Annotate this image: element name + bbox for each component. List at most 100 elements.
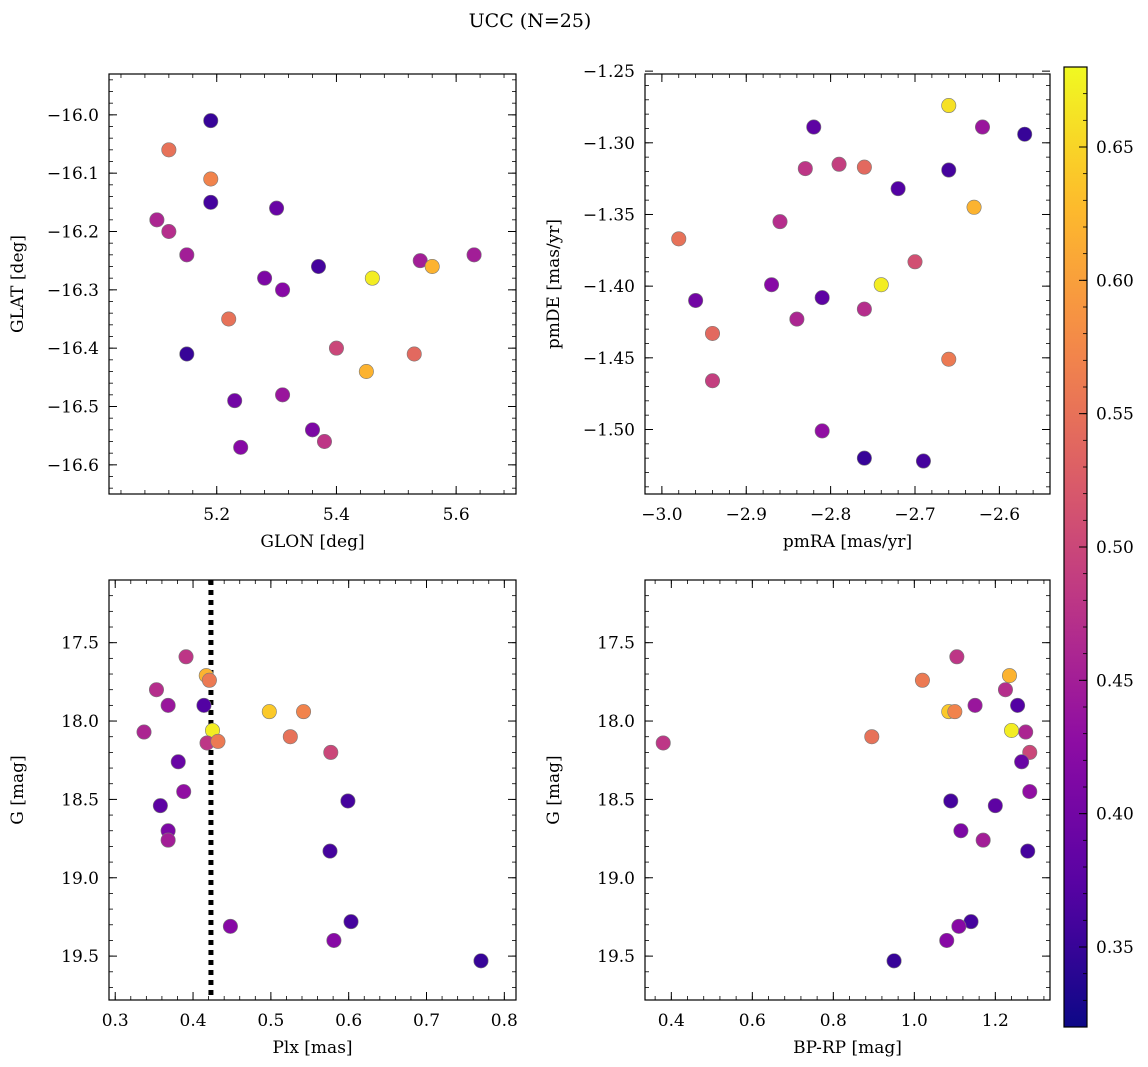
- panel-plx-g: 0.3 0.4 0.5 0.6 0.7 0.8 17.5 18.0 18.5 19.0 19.5 Pl…: [8, 579, 518, 1058]
- y-tick-label: 19.0: [61, 869, 99, 889]
- data-point: [806, 119, 822, 135]
- x-axis-label: BP-RP [mag]: [793, 1038, 902, 1058]
- data-point: [764, 277, 780, 293]
- data-point: [856, 450, 872, 466]
- data-point: [275, 387, 291, 403]
- data-point: [261, 704, 277, 720]
- data-point: [974, 119, 990, 135]
- data-point: [424, 258, 440, 274]
- data-point: [1018, 724, 1034, 740]
- data-point: [1001, 668, 1017, 684]
- data-point: [967, 697, 983, 713]
- data-point: [966, 199, 982, 215]
- data-point: [203, 171, 219, 187]
- data-point: [997, 682, 1013, 698]
- y-tick-label: 18.5: [61, 790, 99, 810]
- data-point: [772, 214, 788, 230]
- x-tick-label: 0.6: [335, 1011, 362, 1031]
- y-tick-label: −16.5: [47, 398, 99, 418]
- data-point: [1022, 784, 1038, 800]
- data-point: [221, 311, 237, 327]
- data-point: [210, 733, 226, 749]
- y-tick-label: 17.5: [61, 634, 99, 654]
- data-point: [873, 277, 889, 293]
- data-point: [856, 301, 872, 317]
- points: [655, 649, 1038, 969]
- data-point: [1017, 126, 1033, 142]
- data-point: [473, 953, 489, 969]
- x-tick-label: 0.4: [658, 1011, 685, 1031]
- data-point: [227, 393, 243, 409]
- data-point: [831, 156, 847, 172]
- data-point: [136, 724, 152, 740]
- data-point: [406, 346, 422, 362]
- data-point: [1010, 697, 1026, 713]
- colorbar-tick-label: 0.35: [1096, 938, 1134, 958]
- data-point: [941, 351, 957, 367]
- data-point: [203, 113, 219, 129]
- data-point: [322, 843, 338, 859]
- y-axis-label: pmDE [mas/yr]: [544, 219, 564, 349]
- y-tick-label: 17.5: [597, 634, 635, 654]
- y-tick-label: −16.2: [47, 223, 99, 243]
- data-point: [797, 161, 813, 177]
- y-tick-label: −16.1: [47, 164, 99, 184]
- data-point: [257, 270, 273, 286]
- y-tick-label: −1.35: [583, 205, 635, 225]
- data-point: [160, 832, 176, 848]
- colorbar-tick-label: 0.45: [1096, 671, 1134, 691]
- data-point: [671, 231, 687, 247]
- data-point: [939, 932, 955, 948]
- data-point: [326, 932, 342, 948]
- y-tick-label: −1.45: [583, 349, 635, 369]
- data-point: [914, 672, 930, 688]
- y-tick-label: −1.25: [583, 62, 635, 82]
- panel-glon-glat: 5.2 5.4 5.6 −16.0 −16.1 −16.2 −16.3 −16.4 −16.5 −…: [8, 73, 517, 552]
- data-point: [915, 453, 931, 469]
- colorbar-tick-label: 0.55: [1096, 405, 1134, 425]
- y-axis-label: GLAT [deg]: [8, 235, 28, 333]
- data-point: [943, 793, 959, 809]
- y-tick-label: −1.30: [583, 134, 635, 154]
- data-point: [688, 292, 704, 308]
- points: [671, 98, 1033, 469]
- x-tick-label: 0.8: [820, 1011, 847, 1031]
- x-tick-label: 0.6: [739, 1011, 766, 1031]
- data-point: [947, 704, 963, 720]
- data-point: [340, 793, 356, 809]
- data-point: [304, 422, 320, 438]
- y-axis-label: G [mag]: [8, 755, 28, 824]
- data-point: [941, 162, 957, 178]
- data-point: [310, 258, 326, 274]
- data-point: [864, 729, 880, 745]
- y-tick-label: 19.0: [597, 869, 635, 889]
- data-point: [856, 159, 872, 175]
- data-point: [179, 346, 195, 362]
- y-tick-label: 18.0: [61, 712, 99, 732]
- data-point: [704, 373, 720, 389]
- colorbar-tick-label: 0.65: [1096, 138, 1134, 158]
- data-point: [907, 254, 923, 270]
- data-point: [161, 224, 177, 240]
- axes-frame: [644, 579, 1051, 1001]
- data-point: [323, 744, 339, 760]
- data-point: [178, 649, 194, 665]
- data-point: [148, 682, 164, 698]
- x-tick-label: 5.2: [203, 505, 230, 525]
- data-point: [316, 433, 332, 449]
- x-tick-label: 5.4: [323, 505, 350, 525]
- data-point: [704, 325, 720, 341]
- data-point: [161, 142, 177, 158]
- data-point: [203, 194, 219, 210]
- data-point: [949, 649, 965, 665]
- x-tick-label: −2.7: [894, 505, 935, 525]
- data-point: [941, 98, 957, 114]
- panel-bprp-g: 0.4 0.6 0.8 1.0 1.2 17.5 18.0 18.5 19.0 19.5 BP-RP…: [544, 579, 1051, 1058]
- x-tick-label: −2.9: [726, 505, 767, 525]
- y-tick-label: −16.6: [47, 456, 99, 476]
- y-tick-label: 18.5: [597, 790, 635, 810]
- axes-frame: [644, 73, 1051, 495]
- data-point: [1014, 754, 1030, 770]
- points: [136, 649, 489, 969]
